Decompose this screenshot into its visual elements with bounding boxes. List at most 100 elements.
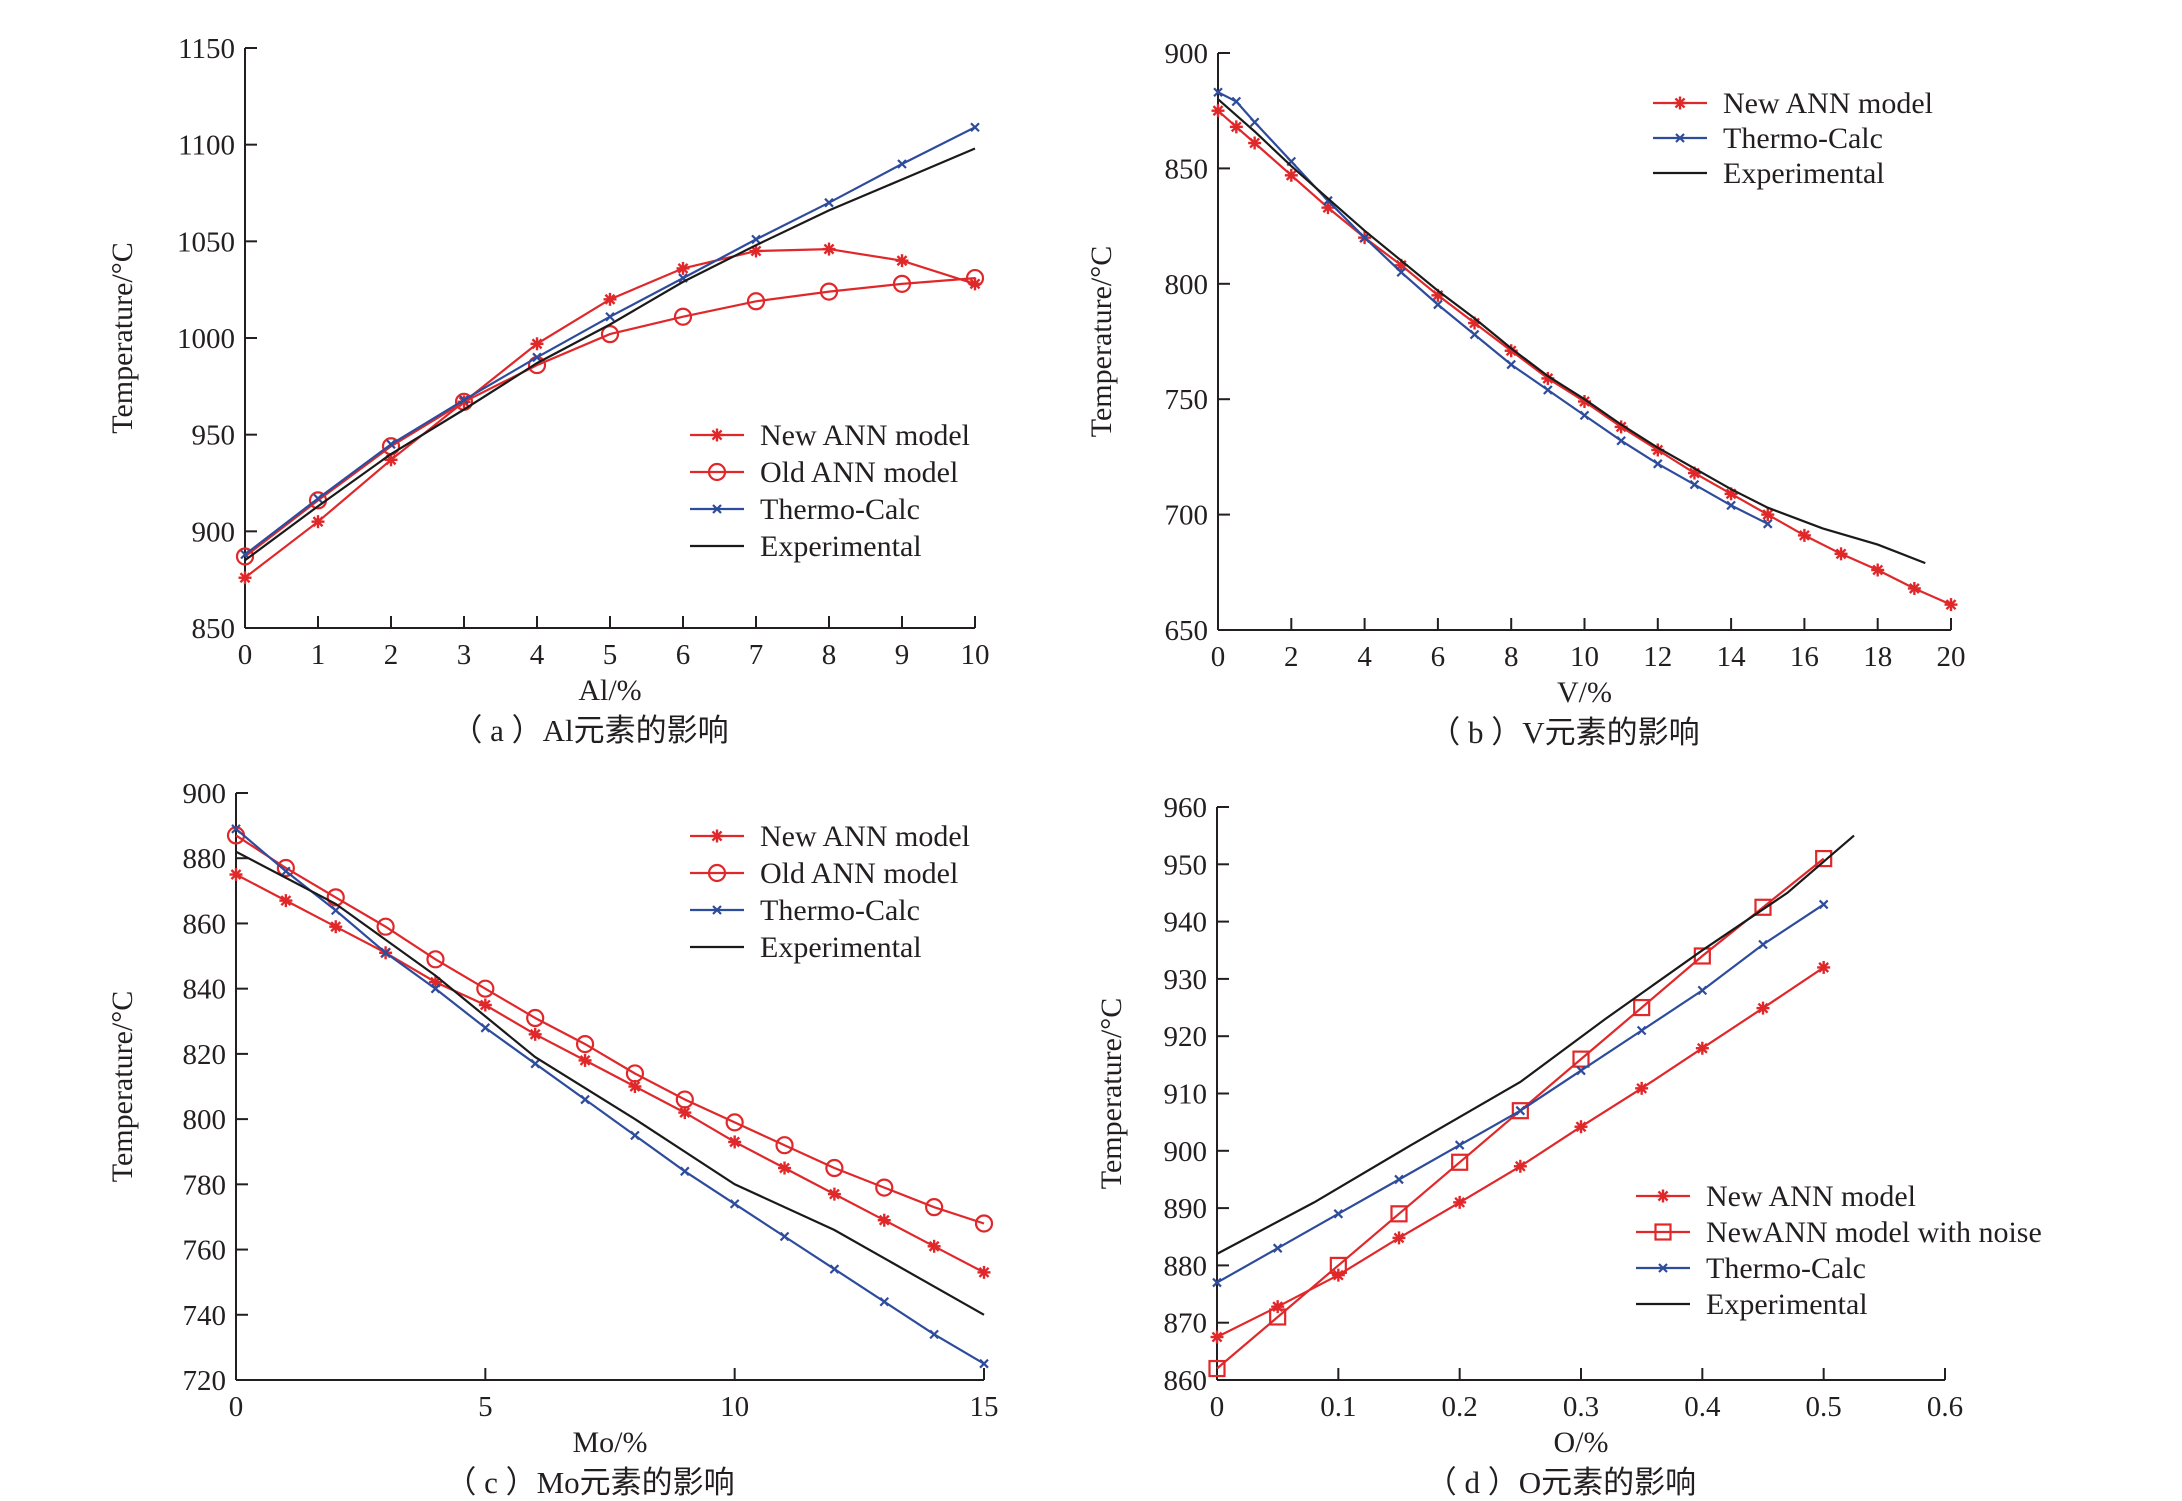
- data-point: [1271, 1300, 1285, 1314]
- chart-c: 720 740 760 780 800 820 840 860 880 900 0 5 10 15 Mo/%…: [106, 778, 999, 1500]
- data-point: [1572, 1050, 1590, 1068]
- data-point: [1756, 1001, 1770, 1015]
- y-tick-label: 950: [192, 420, 236, 452]
- data-point: [605, 311, 615, 322]
- data-point: [925, 1198, 944, 1217]
- y-tick-label: 750: [1165, 384, 1209, 416]
- data-point: [526, 1008, 545, 1028]
- y-tick-label: 1000: [177, 323, 235, 355]
- legend-label: Experimental: [1723, 157, 1885, 190]
- y-tick-label: 880: [1164, 1250, 1208, 1282]
- y-tick-label: 890: [1164, 1193, 1208, 1225]
- legend-marker: [1656, 1189, 1670, 1203]
- data-point: [532, 352, 542, 363]
- y-tick-label: 930: [1164, 964, 1208, 996]
- x-tick-label: 0: [229, 1391, 244, 1423]
- x-tick-label: 15: [970, 1391, 999, 1423]
- data-point: [528, 1027, 542, 1041]
- series-thermo-calc: [240, 122, 980, 560]
- legend-label: Experimental: [1706, 1288, 1868, 1321]
- series-line: [235, 834, 985, 1225]
- data-point: [630, 1130, 640, 1141]
- data-point: [1797, 528, 1811, 542]
- data-point: [1817, 960, 1831, 974]
- data-point: [749, 244, 763, 258]
- legend-marker: [712, 504, 722, 514]
- legend-marker: [707, 863, 727, 883]
- data-point: [1390, 1205, 1408, 1223]
- data-point: [1249, 117, 1260, 128]
- data-point: [965, 268, 985, 288]
- data-point: [1396, 267, 1407, 278]
- data-point: [819, 282, 839, 301]
- data-point: [1754, 898, 1772, 916]
- data-point: [1541, 371, 1555, 385]
- x-tick-label: 5: [478, 1391, 493, 1423]
- legend-label: Thermo-Calc: [1706, 1252, 1866, 1285]
- data-point: [1453, 1195, 1467, 1209]
- y-axis-title: Temperature/°C: [106, 242, 139, 433]
- x-tick-label: 0.6: [1927, 1391, 1963, 1423]
- data-point: [279, 894, 293, 908]
- data-point: [979, 1358, 989, 1369]
- x-axis-title: Al/%: [578, 674, 641, 707]
- data-point: [603, 292, 617, 306]
- legend-item: Experimental: [690, 931, 922, 964]
- legend-label: Old ANN model: [760, 456, 958, 489]
- legend-marker: [1658, 1263, 1668, 1273]
- data-point: [879, 1296, 890, 1307]
- data-point: [1329, 1256, 1347, 1274]
- data-point: [1944, 598, 1958, 612]
- x-tick-label: 0: [1210, 1391, 1225, 1423]
- legend-label: Thermo-Calc: [760, 493, 920, 526]
- x-tick-label: 20: [1937, 641, 1966, 673]
- data-point: [231, 824, 241, 834]
- data-point: [1543, 385, 1553, 395]
- axes: 650 700 750 800 850 900 0 2 4 6 8 10 12 14 16 18 20: [1165, 38, 1966, 673]
- data-point: [281, 866, 291, 877]
- data-point: [892, 274, 912, 293]
- data-point: [1758, 939, 1768, 950]
- data-point: [1231, 96, 1242, 107]
- data-point: [1451, 1153, 1469, 1171]
- y-tick-label: 900: [183, 778, 227, 810]
- data-point: [927, 1239, 941, 1253]
- legend: New ANN model Old ANN model Thermo-Calc Exp…: [690, 419, 970, 563]
- data-point: [877, 1213, 891, 1227]
- data-point: [1212, 1277, 1222, 1288]
- y-tick-label: 910: [1164, 1079, 1208, 1111]
- x-tick-label: 2: [384, 639, 399, 671]
- data-point: [1210, 1330, 1224, 1344]
- data-point: [897, 159, 907, 169]
- data-point: [311, 515, 325, 529]
- data-point: [1515, 1105, 1526, 1116]
- y-tick-label: 900: [1165, 38, 1209, 70]
- x-tick-label: 6: [676, 639, 691, 671]
- x-tick-label: 0.5: [1806, 1391, 1842, 1423]
- y-tick-label: 1050: [177, 226, 235, 258]
- axes: 860 870 880 890 900 910 920 930 940 950 960 0 0.1 0.2…: [1164, 792, 1964, 1423]
- data-point: [675, 1090, 694, 1109]
- y-tick-label: 920: [1164, 1021, 1208, 1053]
- data-point: [827, 1187, 841, 1201]
- data-point: [1695, 1041, 1709, 1055]
- y-tick-label: 650: [1165, 615, 1209, 647]
- data-point: [678, 1106, 692, 1120]
- y-axis-title: Temperature/°C: [1091, 246, 1118, 437]
- data-point: [775, 1136, 794, 1155]
- chart-panel-c: 720 740 760 780 800 820 840 860 880 900 0 5 10 15 Mo/%…: [0, 750, 1091, 1500]
- y-tick-label: 800: [183, 1104, 227, 1136]
- data-point: [1511, 1102, 1529, 1120]
- data-point: [1248, 136, 1262, 150]
- data-point: [625, 1064, 645, 1083]
- x-tick-label: 0.1: [1320, 1391, 1356, 1423]
- data-point: [459, 395, 469, 405]
- legend-item: Experimental: [1636, 1288, 1868, 1321]
- data-point: [680, 1166, 690, 1177]
- axes: 850 900 950 1000 1050 1100 1150 0 1 2 3 4 5 6 7 8 9 10: [177, 33, 990, 671]
- data-point: [1907, 581, 1921, 595]
- data-point: [825, 1158, 844, 1178]
- y-tick-label: 820: [183, 1039, 227, 1071]
